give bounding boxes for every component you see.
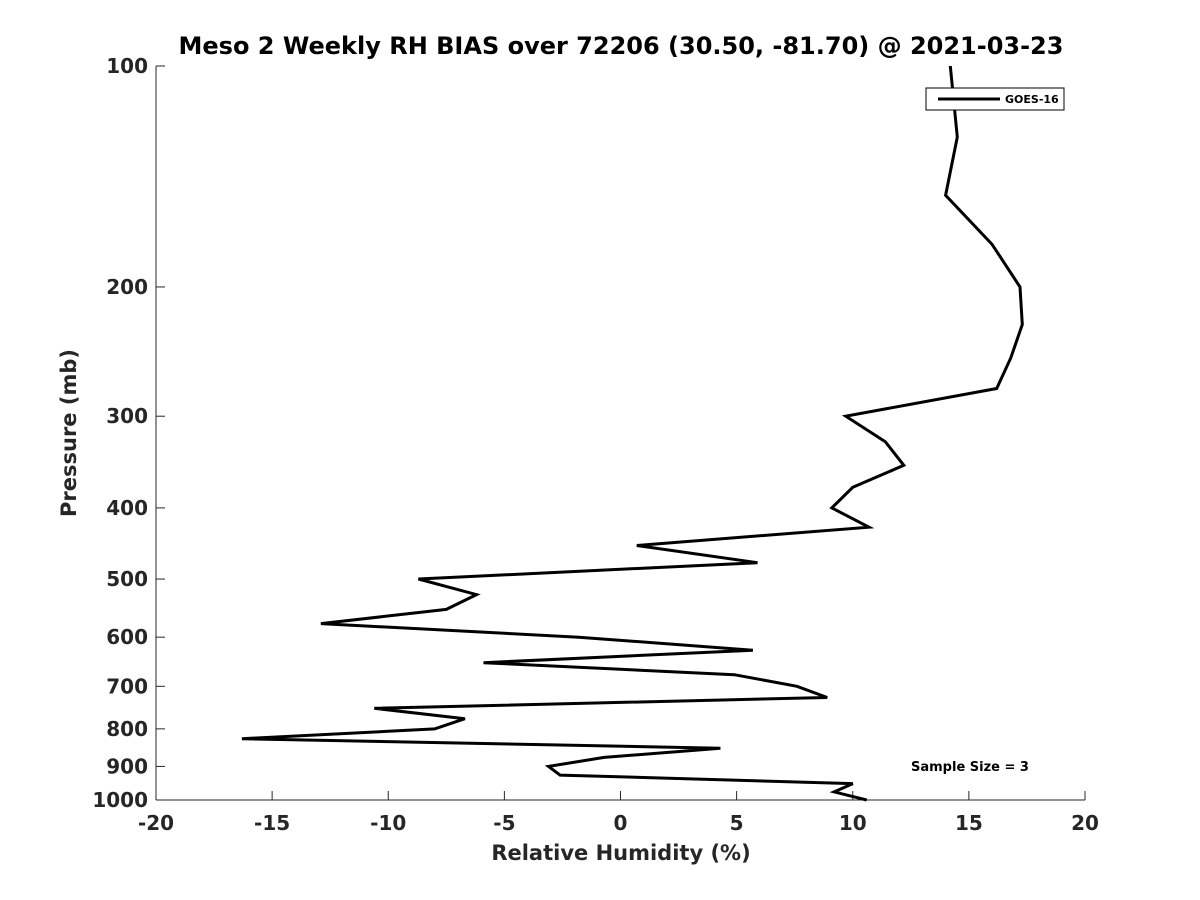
legend-label-goes16: GOES-16 [1005,93,1059,106]
y-tick-label: 900 [106,754,148,778]
legend: GOES-16 [925,87,1065,111]
plot-axes [155,66,1085,801]
y-tick-label: 300 [106,404,148,428]
x-tick-label: -10 [370,811,406,835]
x-tick-label: 5 [730,811,744,835]
axis-ticks: -20 -15 -10 -5 0 5 10 15 20 100 200 300 400 500 600 700… [92,54,1099,835]
y-tick-label: 500 [106,567,148,591]
x-tick-label: -20 [138,811,174,835]
y-tick-label: 200 [106,275,148,299]
x-tick-label: 0 [614,811,628,835]
y-axis-label: Pressure (mb) [57,349,81,517]
y-tick-label: 1000 [92,788,148,812]
series-layer [241,65,1024,802]
y-tick-label: 600 [106,625,148,649]
y-tick-label: 400 [106,496,148,520]
x-tick-label: -5 [493,811,515,835]
y-tick-label: 100 [106,54,148,78]
series-line-goes-16 [241,65,1024,802]
sample-size-annotation: Sample Size = 3 [911,760,1029,775]
y-tick-label: 800 [106,717,148,741]
x-tick-label: 20 [1071,811,1099,835]
x-tick-label: 15 [955,811,983,835]
x-axis-label: Relative Humidity (%) [491,841,750,865]
x-tick-label: 10 [839,811,867,835]
x-tick-label: -15 [254,811,290,835]
y-tick-label: 700 [106,674,148,698]
chart-title: Meso 2 Weekly RH BIAS over 72206 (30.50,… [179,32,1064,60]
